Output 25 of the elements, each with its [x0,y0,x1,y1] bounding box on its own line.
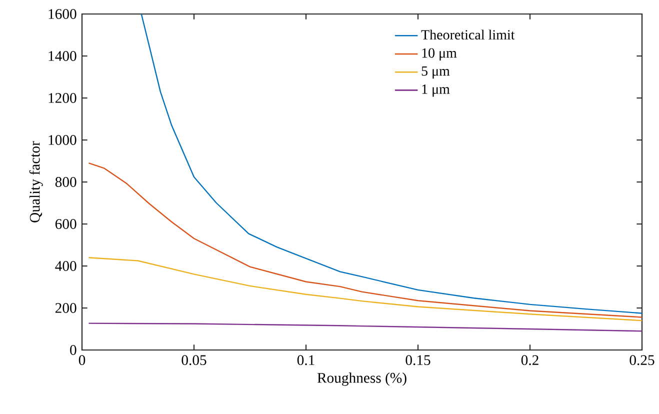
y-axis-title: Quality factor [29,141,43,222]
y-tick-label: 1600 [48,9,76,19]
y-tick-label: 1200 [48,93,76,103]
x-tick-label: 0 [78,355,86,366]
line-series [88,162,642,318]
x-tick-label: 0.05 [182,355,206,366]
x-tick-label: 0.2 [521,355,538,366]
legend-label: 10 μm [422,48,457,61]
y-tick-label: 800 [55,177,76,187]
x-tick-label: 0.15 [406,355,430,366]
x-tick-label: 0.1 [297,355,314,366]
line-series [140,14,642,314]
y-tick-label: 400 [55,261,76,271]
x-tick-label: 0.25 [630,355,654,366]
y-tick-label: 1000 [48,135,76,145]
line-series [88,257,642,322]
y-tick-label: 1400 [48,51,76,61]
y-tick-label: 600 [55,219,76,229]
legend-label: 1 μm [422,84,450,97]
legend-label: Theoretical limit [421,30,515,40]
legend-label: 5 μm [422,66,450,79]
y-tick-label: 0 [70,345,76,355]
x-axis-title: Roughness (%) [317,372,406,386]
line-series [88,322,642,332]
y-tick-label: 200 [55,303,76,313]
